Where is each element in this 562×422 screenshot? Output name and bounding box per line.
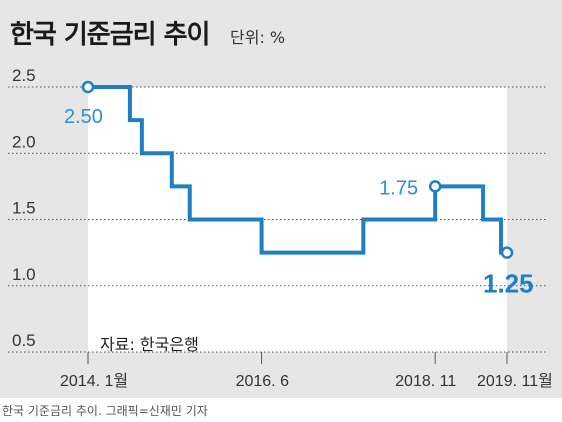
x-tick-label: 2018. 11 xyxy=(395,373,456,390)
image-caption: 한국 기준금리 추이. 그래픽=신재민 기자 xyxy=(2,404,208,418)
unit-label: 단위: % xyxy=(230,28,286,47)
chart-title: 한국 기준금리 추이 xyxy=(10,20,210,50)
x-tick-label: 2014. 1월 xyxy=(60,372,128,390)
x-axis-ticks: 2014. 1월 2016. 6 2018. 11 2019. 11월 xyxy=(60,352,553,390)
y-tick-label: 0.5 xyxy=(12,331,36,350)
y-tick-label: 1.0 xyxy=(12,265,36,284)
rate-series xyxy=(88,85,507,255)
point-marker xyxy=(500,246,514,259)
y-tick-label: 2.0 xyxy=(12,132,36,151)
data-label: 1.75 xyxy=(379,177,418,199)
source-label: 자료: 한국은행 xyxy=(100,335,199,354)
point-marker xyxy=(428,180,442,193)
point-marker xyxy=(81,80,95,94)
data-label: 1.25 xyxy=(483,269,534,299)
y-tick-label: 2.5 xyxy=(12,66,36,85)
data-label: 2.50 xyxy=(64,106,103,128)
x-tick-label: 2019. 11월 xyxy=(477,372,553,390)
y-tick-label: 1.5 xyxy=(12,199,36,218)
series-line xyxy=(88,85,507,255)
y-axis-ticks: 2.5 2.0 1.5 1.0 0.5 xyxy=(12,66,36,350)
x-tick-label: 2016. 6 xyxy=(236,373,289,390)
series-annotations: 2.50 1.75 1.25 xyxy=(64,106,534,299)
series-markers xyxy=(81,80,514,259)
rate-chart: 2.52.01.51.00.5 2014. 1월 2016. 6 2018. 11 2… xyxy=(8,66,553,390)
